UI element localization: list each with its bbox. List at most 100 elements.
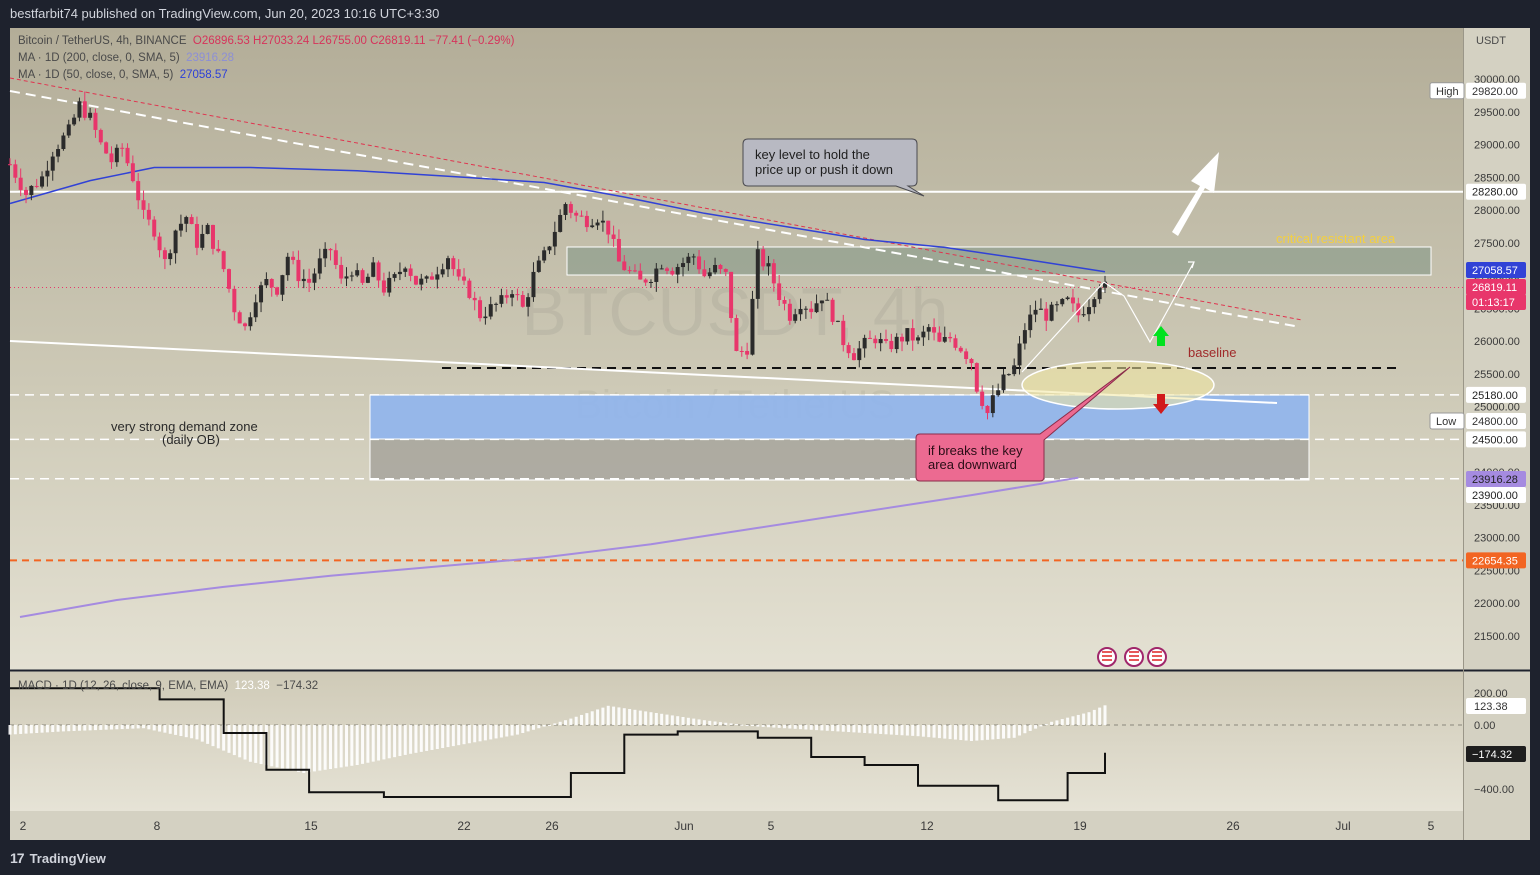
macd-hist-bar bbox=[553, 723, 557, 725]
price-badge bbox=[1466, 294, 1526, 310]
macd-hist-bar bbox=[222, 725, 226, 751]
candle-bear bbox=[958, 347, 963, 352]
macd-hist-bar bbox=[441, 725, 445, 749]
macd-hist-bar bbox=[783, 725, 787, 729]
macd-hist-bar bbox=[697, 719, 701, 725]
macd-hist-bar bbox=[35, 725, 39, 733]
breaks-callout bbox=[915, 366, 1131, 482]
macd-hist-bar bbox=[943, 725, 947, 739]
macd-hist-bar bbox=[489, 725, 493, 740]
time-tick: 26 bbox=[1226, 819, 1240, 833]
macd-hist-bar bbox=[766, 725, 770, 728]
candle-bull bbox=[590, 225, 595, 228]
candle-bear bbox=[243, 323, 248, 327]
candle-bear bbox=[697, 256, 702, 270]
candle-bear bbox=[1070, 297, 1075, 304]
price-badge-text: 24800.00 bbox=[1472, 416, 1518, 428]
price-badge bbox=[1466, 386, 1526, 403]
candle-bear bbox=[275, 287, 280, 295]
candle-bear bbox=[611, 234, 616, 239]
candle-bull bbox=[686, 256, 691, 264]
macd-hist-bar bbox=[622, 708, 626, 725]
price-tick: 25000.00 bbox=[1474, 402, 1520, 414]
macd-hist-bar bbox=[911, 725, 915, 736]
legend-high: H27033.24 bbox=[253, 35, 310, 47]
candle-bear bbox=[339, 264, 344, 279]
macd-hist-bar bbox=[216, 725, 220, 749]
macd-hist-bar bbox=[740, 724, 744, 726]
candle-bear bbox=[237, 312, 242, 324]
time-tick: Jun bbox=[674, 819, 693, 833]
macd-hist-bar bbox=[296, 725, 300, 772]
macd-hist-bar bbox=[654, 713, 658, 725]
macd-hist-bar bbox=[1066, 717, 1070, 725]
candle-bear bbox=[932, 327, 937, 333]
candle-bear bbox=[328, 248, 333, 251]
time-tick: 22 bbox=[457, 819, 471, 833]
candle-bear bbox=[376, 262, 381, 281]
macd-hist-bar bbox=[788, 725, 792, 729]
macd-hist-bar bbox=[473, 725, 477, 743]
candle-bear bbox=[456, 269, 461, 277]
time-tick: 8 bbox=[154, 819, 161, 833]
candle-bear bbox=[873, 338, 878, 344]
svg-text:if breaks the key area dow: if breaks the key area downward bbox=[928, 443, 1026, 472]
candle-bear bbox=[809, 308, 814, 313]
macd-hist-bar bbox=[419, 725, 423, 752]
candle-bear bbox=[360, 270, 365, 283]
legend-macd-label: MACD · 1D (12, 26, close, 9, EMA, EMA) bbox=[18, 680, 229, 692]
macd-hist-bar bbox=[884, 725, 888, 735]
macd-hist-bar bbox=[1034, 725, 1038, 729]
candle-bear bbox=[146, 209, 151, 220]
candle-bull bbox=[248, 317, 253, 327]
macd-hist-bar bbox=[745, 725, 749, 726]
macd-hist-bar bbox=[905, 725, 909, 736]
candle-bull bbox=[681, 263, 686, 268]
macd-hist-bar bbox=[1007, 725, 1011, 739]
event-flags[interactable] bbox=[1097, 647, 1167, 667]
candle-bull bbox=[72, 117, 77, 125]
macd-hist-bar bbox=[61, 725, 65, 732]
candle-bull bbox=[654, 268, 659, 282]
legend-symbol-name: Bitcoin / TetherUS, 4h, BINANCE bbox=[18, 35, 187, 47]
candle-bear bbox=[189, 217, 194, 225]
macd-hist-bar bbox=[45, 725, 49, 733]
legend-ma200-value: 23916.28 bbox=[186, 52, 235, 64]
currency-label: USDT bbox=[1476, 35, 1506, 47]
candle-bear bbox=[216, 248, 221, 252]
macd-hist-bar bbox=[959, 725, 963, 741]
macd-hist-bar bbox=[184, 725, 188, 738]
macd-hist-bar bbox=[51, 725, 55, 733]
macd-hist-bar bbox=[831, 725, 835, 732]
price-badge bbox=[1466, 431, 1526, 448]
macd-hist-bar bbox=[88, 725, 92, 731]
candle-bull bbox=[173, 230, 178, 254]
candle-bull bbox=[916, 337, 921, 341]
candle-bull bbox=[301, 278, 306, 282]
candle-bull bbox=[488, 304, 493, 317]
macd-hist-bar bbox=[937, 725, 941, 739]
publisher-bar: bestfarbit74 published on TradingView.co… bbox=[0, 0, 1540, 28]
candle-bull bbox=[1092, 299, 1097, 308]
candle-bear bbox=[985, 405, 990, 414]
candle-bear bbox=[125, 147, 130, 164]
tradingview-logo[interactable]: 17 TradingView bbox=[10, 850, 106, 866]
candle-bull bbox=[56, 149, 61, 157]
macd-hist-bar bbox=[377, 725, 381, 761]
price-badge bbox=[1466, 82, 1526, 99]
green-up-arrow-icon bbox=[1153, 326, 1169, 346]
macd-hist-bar bbox=[227, 725, 231, 753]
candle-bull bbox=[494, 303, 499, 305]
macd-hist-badge-text: 123.38 bbox=[1474, 701, 1508, 713]
candle-bull bbox=[547, 246, 552, 251]
demand-zone-grey bbox=[369, 438, 1310, 481]
candle-bull bbox=[648, 281, 653, 283]
price-badge-text: 28280.00 bbox=[1472, 187, 1518, 199]
macd-hist-bar bbox=[430, 725, 434, 750]
macd-hist-bar bbox=[366, 725, 370, 763]
candle-bear bbox=[622, 261, 627, 271]
candle-bull bbox=[659, 268, 664, 270]
candle-bull bbox=[942, 336, 947, 342]
macd-tick: −400.00 bbox=[1474, 784, 1514, 796]
